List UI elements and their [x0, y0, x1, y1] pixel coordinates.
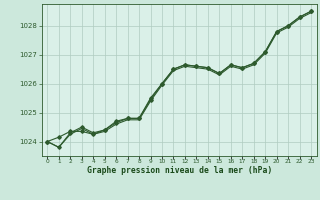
X-axis label: Graphe pression niveau de la mer (hPa): Graphe pression niveau de la mer (hPa)	[87, 166, 272, 175]
